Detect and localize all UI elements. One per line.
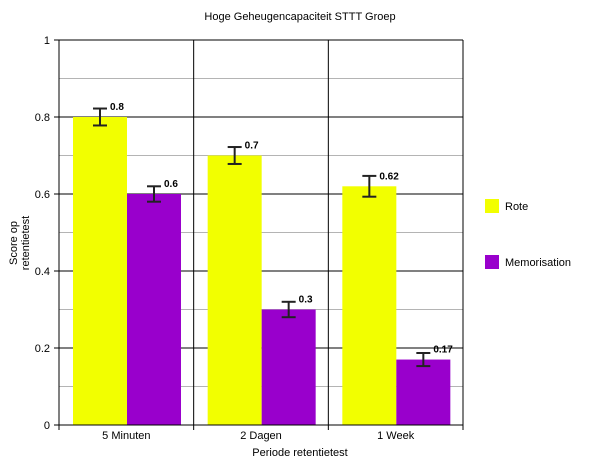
y-tick-label: 0.2 — [35, 343, 50, 355]
data-label: 0.7 — [245, 141, 259, 152]
y-tick-label: 0.4 — [35, 266, 50, 278]
legend-label: Memorisation — [505, 257, 571, 269]
data-label: 0.6 — [164, 179, 178, 190]
legend-swatch — [485, 255, 499, 269]
bar — [396, 359, 451, 425]
y-tick-label: 1 — [44, 35, 50, 47]
bar — [73, 117, 127, 425]
bar — [127, 194, 181, 425]
x-tick-label: 5 Minuten — [102, 430, 150, 442]
chart-title: Hoge Geheugencapaciteit STTT Groep — [204, 11, 395, 23]
data-label: 0.8 — [110, 102, 124, 113]
x-tick-label: 1 Week — [377, 430, 415, 442]
bar — [207, 155, 262, 425]
x-axis-title: Periode retentietest — [252, 447, 347, 459]
bar — [261, 309, 316, 425]
data-label: 0.17 — [433, 345, 453, 356]
data-label: 0.62 — [379, 171, 399, 182]
y-axis-title-line-2: retentietest — [20, 216, 32, 270]
legend: Rote Memorisation — [485, 199, 571, 269]
y-tick-label: 0.8 — [35, 112, 50, 124]
bars: 0.8 0.7 0.62 0.6 0.3 0.17 — [73, 102, 453, 425]
y-axis-title: Score op retentietest — [8, 216, 32, 270]
y-tick-label: 0 — [44, 420, 50, 432]
axes: 0 0.2 0.4 0.6 0.8 1 5 Minuten 2 Dagen 1 Week — [35, 35, 464, 442]
bar — [342, 186, 397, 425]
legend-label: Rote — [505, 201, 528, 213]
x-tick-label: 2 Dagen — [240, 430, 282, 442]
data-label: 0.3 — [299, 295, 313, 306]
y-axis-title-line-1: Score op — [8, 221, 20, 265]
y-tick-label: 0.6 — [35, 189, 50, 201]
legend-swatch — [485, 199, 499, 213]
